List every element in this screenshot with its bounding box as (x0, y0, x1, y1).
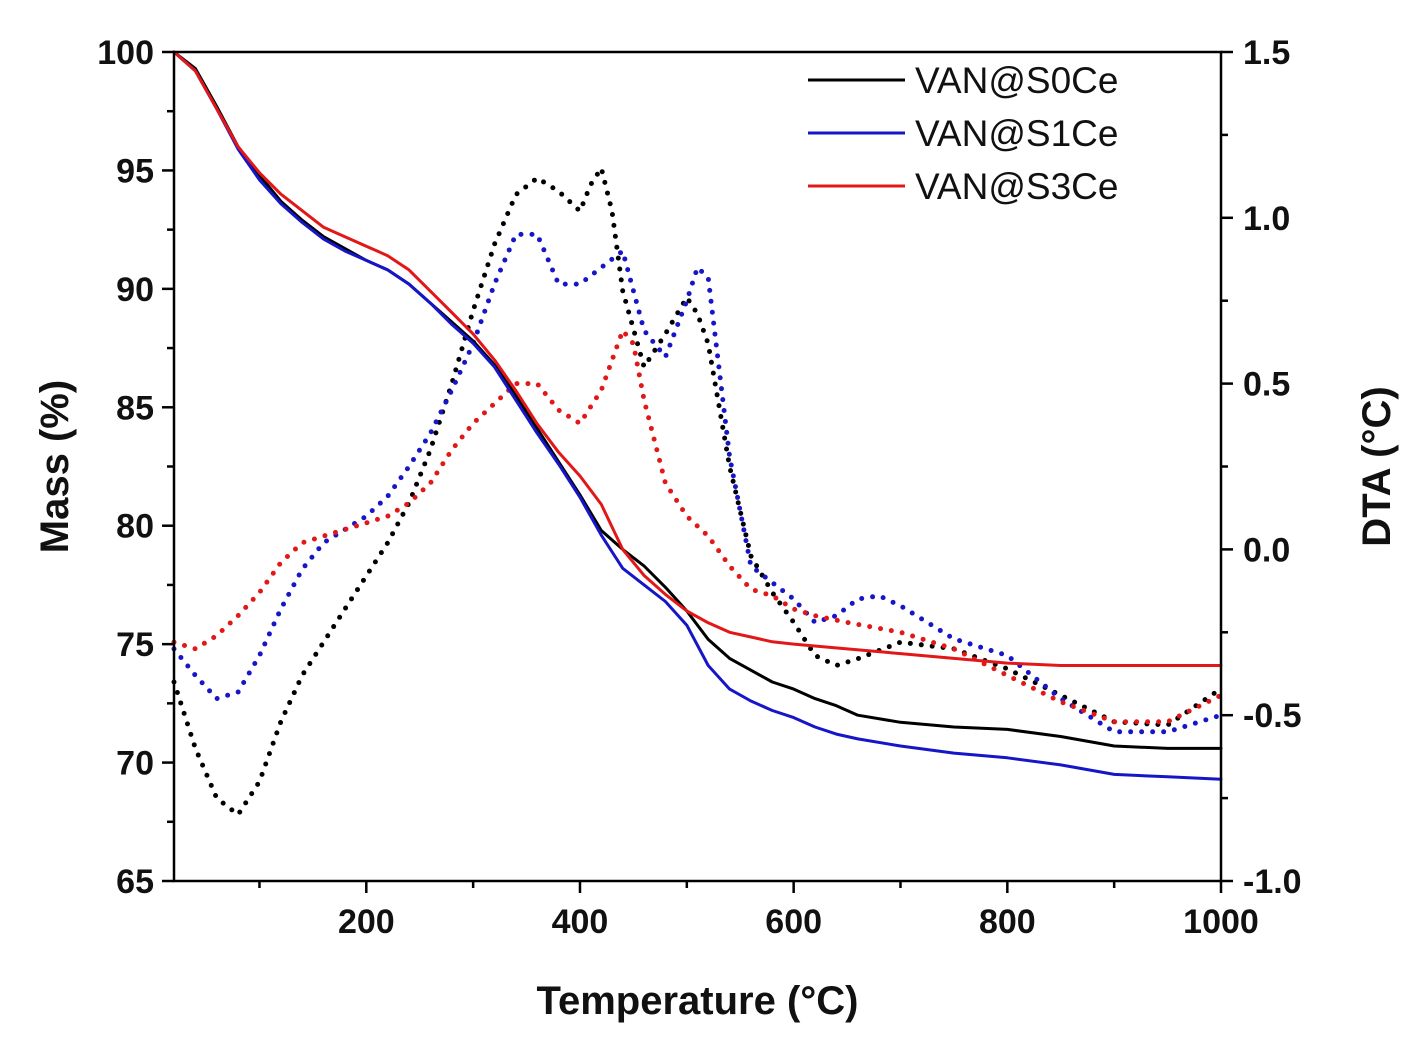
series-line-van-s3ce (172, 50, 1223, 667)
legend-entry: VAN@S0Ce (915, 60, 1118, 101)
label-layer: 200 400 600 800 1000 65 70 75 80 85 90 95 100 -1.0 -0.… (33, 34, 1399, 1023)
y-tick-label: 75 (116, 626, 154, 664)
series-line-van-s3ce-dta (171, 328, 1224, 725)
axis-layer (162, 50, 1233, 893)
y2-tick-label: 1.0 (1243, 200, 1290, 238)
x-axis-title: Temperature (°C) (537, 979, 859, 1023)
x-tick-label: 600 (765, 903, 822, 941)
legend: VAN@S0Ce VAN@S1Ce VAN@S3Ce (808, 60, 1118, 207)
series-line-van-s1ce-dta (171, 231, 1224, 735)
y2-axis-title: DTA (°C) (1355, 386, 1399, 546)
series-line-van-s0ce (172, 50, 1223, 750)
y2-tick-label: -1.0 (1243, 863, 1302, 901)
y-axis-title: Mass (%) (33, 380, 77, 553)
x-tick-label: 400 (552, 903, 609, 941)
legend-entry: VAN@S3Ce (915, 166, 1118, 207)
series-line-van-s0ce-dta (171, 165, 1224, 818)
x-tick-label: 1000 (1183, 903, 1259, 941)
y-tick-label: 100 (97, 34, 154, 72)
y-tick-label: 85 (116, 389, 154, 427)
y2-tick-label: 0.5 (1243, 366, 1290, 404)
y2-tick-label: -0.5 (1243, 697, 1302, 735)
x-tick-label: 200 (338, 903, 395, 941)
y-tick-label: 70 (116, 745, 154, 783)
legend-entry: VAN@S1Ce (915, 113, 1118, 154)
y2-tick-label: 1.5 (1243, 34, 1290, 72)
y-tick-label: 80 (116, 508, 154, 546)
y-tick-label: 90 (116, 271, 154, 309)
series-layer (171, 50, 1224, 818)
y-tick-label: 65 (116, 863, 154, 901)
y2-tick-label: 0.0 (1243, 531, 1290, 569)
x-tick-label: 800 (979, 903, 1036, 941)
y-tick-label: 95 (116, 152, 154, 190)
series-line-van-s1ce (172, 50, 1223, 781)
